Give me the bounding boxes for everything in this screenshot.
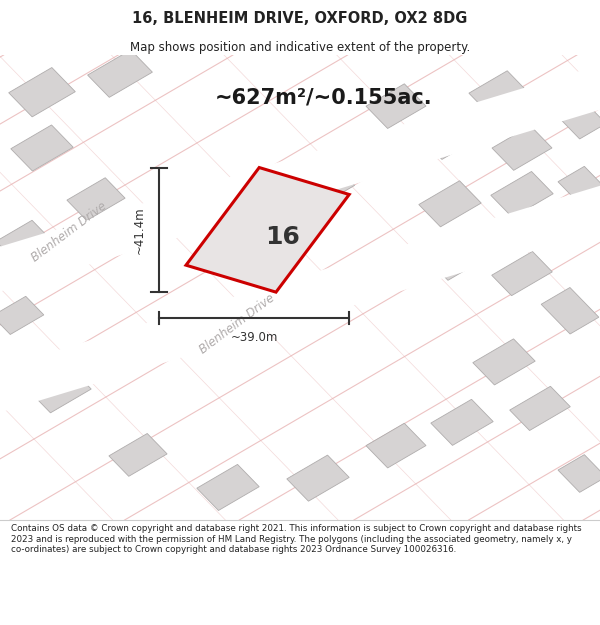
Polygon shape <box>186 168 349 292</box>
Text: Contains OS data © Crown copyright and database right 2021. This information is : Contains OS data © Crown copyright and d… <box>11 524 581 554</box>
Polygon shape <box>213 189 267 229</box>
Polygon shape <box>469 71 527 114</box>
Polygon shape <box>422 118 478 159</box>
Text: ~627m²/~0.155ac.: ~627m²/~0.155ac. <box>215 88 433 108</box>
Polygon shape <box>0 179 600 419</box>
Polygon shape <box>558 101 600 139</box>
Polygon shape <box>0 220 52 262</box>
Polygon shape <box>491 171 553 217</box>
Polygon shape <box>431 399 493 446</box>
Text: 16: 16 <box>265 225 300 249</box>
Polygon shape <box>558 454 600 493</box>
Text: ~41.4m: ~41.4m <box>133 206 146 254</box>
Polygon shape <box>109 434 167 476</box>
Text: 16, BLENHEIM DRIVE, OXFORD, OX2 8DG: 16, BLENHEIM DRIVE, OXFORD, OX2 8DG <box>133 11 467 26</box>
Polygon shape <box>558 166 600 204</box>
Polygon shape <box>492 251 552 296</box>
Polygon shape <box>29 367 91 413</box>
Polygon shape <box>428 239 484 280</box>
Polygon shape <box>0 296 44 334</box>
Polygon shape <box>366 84 426 129</box>
Polygon shape <box>287 455 349 501</box>
Polygon shape <box>492 126 552 171</box>
Polygon shape <box>197 464 259 511</box>
Polygon shape <box>88 50 152 98</box>
Polygon shape <box>0 59 600 298</box>
Polygon shape <box>67 177 125 221</box>
Polygon shape <box>9 68 75 117</box>
Polygon shape <box>510 386 570 431</box>
Polygon shape <box>305 167 355 204</box>
Polygon shape <box>473 339 535 385</box>
Text: Blenheim Drive: Blenheim Drive <box>29 199 109 264</box>
Polygon shape <box>419 181 481 227</box>
Text: Map shows position and indicative extent of the property.: Map shows position and indicative extent… <box>130 41 470 54</box>
Polygon shape <box>366 423 426 468</box>
Polygon shape <box>11 125 73 171</box>
Polygon shape <box>541 288 599 334</box>
Text: ~39.0m: ~39.0m <box>230 331 278 344</box>
Text: Blenheim Drive: Blenheim Drive <box>197 291 277 356</box>
